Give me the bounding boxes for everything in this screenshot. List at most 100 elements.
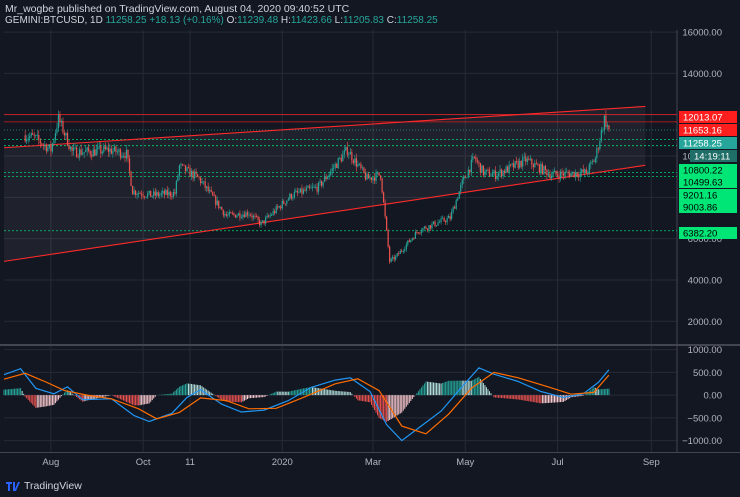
tradingview-brand[interactable]: TradingView: [24, 480, 82, 492]
high-value: 11423.66: [290, 15, 332, 26]
candle-body: [565, 171, 568, 173]
candle-body: [181, 164, 184, 165]
candle-body: [68, 145, 70, 150]
candle-body: [110, 148, 112, 154]
candle-body: [125, 149, 128, 159]
level-label: 12013.07: [683, 113, 723, 124]
candle-body: [369, 177, 371, 179]
candle-body: [408, 240, 410, 242]
candle-body: [541, 163, 543, 174]
candle-body: [307, 186, 309, 188]
candle-body: [301, 188, 303, 194]
candle-body: [438, 222, 441, 223]
price-tick-label: 14000.00: [682, 69, 722, 80]
candle-body: [322, 181, 324, 186]
candle-body: [141, 193, 143, 196]
candle-body: [172, 192, 174, 197]
candle-body: [364, 172, 367, 180]
candle-body: [101, 151, 103, 154]
candle-body: [190, 171, 193, 177]
candle-body: [502, 170, 504, 177]
candle-body: [520, 160, 522, 167]
candle-body: [193, 171, 196, 179]
candle-body: [85, 150, 87, 152]
candle-body: [378, 172, 380, 176]
candle-body: [546, 169, 548, 176]
candle-body: [345, 146, 347, 151]
candle-body: [233, 213, 235, 215]
symbol-label[interactable]: GEMINI:BTCUSD, 1D: [5, 15, 103, 26]
candle-body: [540, 163, 542, 173]
candle-body: [416, 232, 418, 233]
candle-body: [503, 170, 506, 173]
candle-body: [277, 206, 279, 208]
candle-body: [45, 144, 47, 152]
macd-tick-label: 500.00: [693, 368, 722, 379]
candle-body: [255, 216, 258, 217]
candle-body: [71, 146, 73, 151]
candle-body: [373, 177, 376, 181]
candle-body: [251, 215, 253, 218]
candle-body: [584, 169, 586, 173]
candle-body: [30, 133, 32, 137]
candle-body: [260, 221, 262, 226]
candle-body: [130, 171, 132, 187]
candle-body: [562, 173, 565, 176]
tradingview-logo-icon[interactable]: [6, 480, 20, 492]
candle-body: [281, 200, 283, 209]
candle-body: [65, 132, 67, 136]
candle-body: [361, 167, 364, 169]
candle-body: [66, 132, 69, 146]
candle-body: [573, 171, 575, 178]
candle-body: [458, 191, 460, 199]
candle-body: [550, 175, 553, 179]
candle-body: [254, 215, 256, 217]
candle-body: [175, 180, 178, 194]
candle-body: [134, 190, 137, 195]
candle-body: [59, 114, 61, 123]
candle-body: [466, 177, 468, 179]
candle-body: [174, 192, 176, 194]
candle-body: [51, 143, 53, 152]
chart-header: Mr_wogbe published on TradingView.com, A…: [0, 0, 740, 26]
candle-body: [476, 160, 478, 162]
candle-body: [561, 171, 563, 174]
candle-body: [339, 157, 341, 159]
candle-body: [399, 250, 401, 254]
candle-body: [248, 214, 250, 216]
candle-body: [596, 148, 598, 159]
candle-body: [553, 170, 556, 173]
candle-body: [491, 173, 494, 176]
candle-body: [514, 161, 516, 168]
candle-body: [26, 139, 28, 142]
open-label: O:: [226, 15, 238, 26]
level-label: 10800.22: [683, 166, 723, 177]
price-chart[interactable]: 2000.004000.006000.008000.0010000.001200…: [0, 0, 740, 474]
candle-body: [383, 192, 385, 203]
candle-body: [488, 169, 491, 177]
candle-body: [189, 167, 191, 177]
candle-body: [556, 174, 559, 176]
candle-body: [432, 221, 435, 224]
level-label-box: [679, 227, 737, 239]
level-label: 9003.86: [683, 203, 717, 214]
candle-body: [405, 244, 407, 250]
candle-body: [525, 156, 527, 162]
candle-body: [314, 186, 317, 188]
candle-body: [467, 169, 469, 178]
candle-body: [245, 212, 247, 218]
candle-body: [107, 147, 109, 152]
candle-body: [588, 164, 590, 173]
candle-body: [558, 175, 560, 179]
candle-body: [581, 169, 583, 173]
candle-body: [342, 154, 344, 162]
level-label: 9201.16: [683, 191, 717, 202]
candle-body: [24, 135, 26, 142]
macd-histogram: [3, 376, 610, 422]
candle-body: [479, 163, 481, 173]
candle-body: [154, 191, 156, 196]
candle-body: [91, 154, 93, 157]
level-label-box: [679, 201, 737, 213]
candle-body: [283, 200, 285, 204]
price-change: +18.13 (+0.16%): [149, 15, 224, 26]
